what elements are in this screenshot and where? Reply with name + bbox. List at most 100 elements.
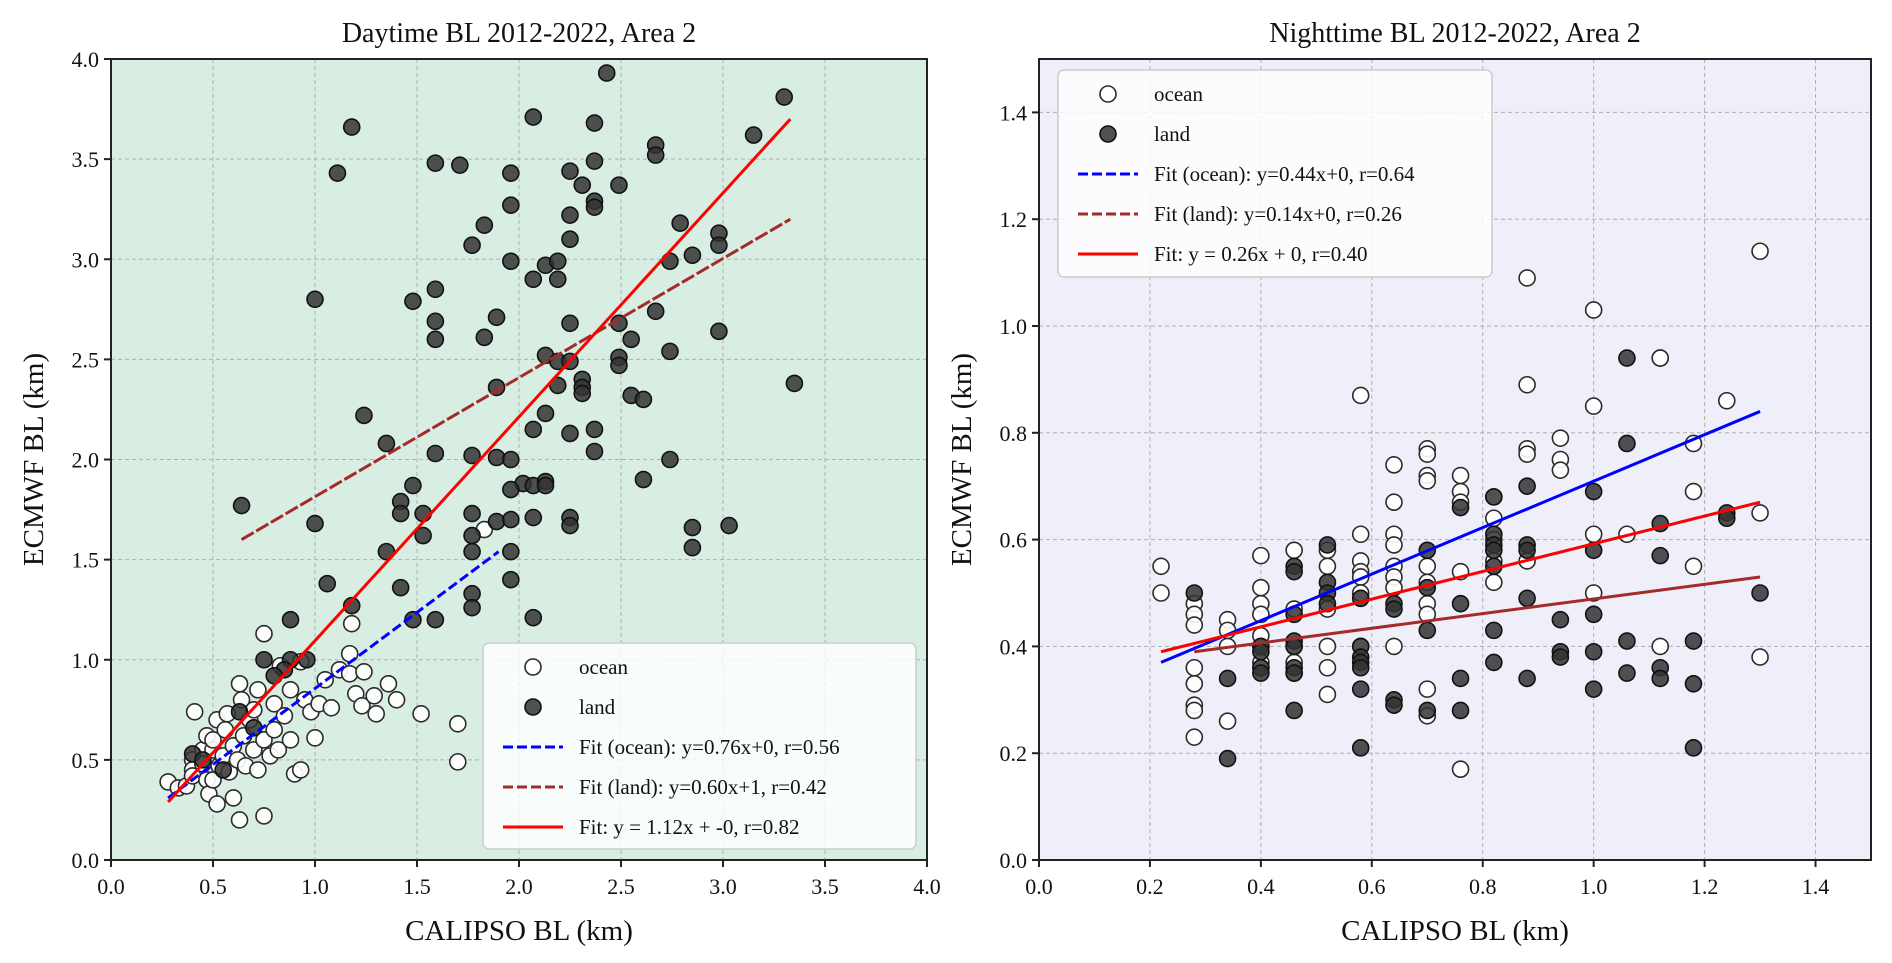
land-marker-icon xyxy=(524,698,542,716)
land-point xyxy=(610,176,628,194)
land-point xyxy=(391,504,410,523)
land-point xyxy=(1218,669,1237,688)
y-axis-label: ECMWF BL (km) xyxy=(946,353,978,566)
ocean-point xyxy=(265,721,284,739)
x-tick-label: 4.0 xyxy=(913,874,941,899)
land-point xyxy=(502,542,520,561)
land-point xyxy=(1185,584,1204,602)
land-point xyxy=(426,330,445,349)
y-tick-label: 1.4 xyxy=(1000,100,1028,125)
plot-area xyxy=(1152,242,1769,779)
land-point xyxy=(487,512,506,531)
land-point xyxy=(1385,696,1403,714)
land-point xyxy=(634,470,653,489)
land-point xyxy=(561,516,579,535)
land-point xyxy=(426,154,445,172)
land-point xyxy=(404,476,422,495)
ocean-point xyxy=(208,795,226,813)
ocean-point xyxy=(1451,760,1470,779)
land-point xyxy=(404,292,422,311)
ocean-point xyxy=(1152,557,1170,576)
land-point xyxy=(426,610,445,629)
land-point xyxy=(1385,600,1403,618)
ocean-point xyxy=(1551,429,1570,447)
land-point xyxy=(597,64,616,82)
land-point xyxy=(232,496,251,515)
land-point xyxy=(1485,653,1503,672)
y-tick-label: 1.5 xyxy=(72,548,100,573)
land-point xyxy=(1684,632,1703,650)
land-point xyxy=(1518,669,1536,688)
ocean-point xyxy=(291,761,310,779)
land-point xyxy=(1351,739,1370,757)
land-point xyxy=(1418,701,1437,720)
ocean-point xyxy=(448,753,467,771)
land-point xyxy=(1418,621,1437,640)
ocean-point xyxy=(1651,637,1670,656)
x-tick-label: 1.0 xyxy=(1580,874,1608,899)
ocean-point xyxy=(342,614,361,633)
ocean-point xyxy=(265,695,284,713)
ocean-point xyxy=(255,624,273,643)
land-point xyxy=(1551,648,1570,666)
ocean-point xyxy=(281,731,300,749)
ocean-point xyxy=(387,690,406,709)
ocean-point xyxy=(1318,685,1337,704)
plot-area xyxy=(159,64,804,829)
x-axis-label: CALIPSO BL (km) xyxy=(405,915,633,947)
ocean-point xyxy=(1518,445,1536,463)
ocean-point xyxy=(1518,269,1536,287)
land-point xyxy=(536,476,555,495)
land-point xyxy=(524,270,543,289)
land-point xyxy=(634,390,653,409)
land-marker-icon xyxy=(1099,125,1117,143)
land-point xyxy=(1451,701,1470,720)
land-point xyxy=(775,88,794,106)
land-point xyxy=(342,118,361,136)
land-point xyxy=(426,444,445,463)
ocean-point xyxy=(1318,557,1337,576)
land-point xyxy=(683,246,702,265)
land-point xyxy=(561,206,579,224)
ocean-point xyxy=(249,680,267,699)
land-point xyxy=(281,610,300,629)
ocean-point xyxy=(1751,648,1769,666)
land-point xyxy=(426,312,445,331)
land-point xyxy=(710,322,728,341)
x-axis-label: CALIPSO BL (km) xyxy=(1341,915,1569,947)
land-point xyxy=(463,504,481,523)
land-point xyxy=(661,342,679,361)
land-point xyxy=(1684,674,1703,693)
y-tick-label: 0.0 xyxy=(72,848,100,873)
land-point xyxy=(573,384,592,403)
land-point xyxy=(502,450,520,469)
land-point xyxy=(720,516,738,535)
ocean-point xyxy=(230,811,249,829)
y-tick-label: 0.8 xyxy=(1000,421,1028,446)
ocean-point xyxy=(1152,584,1170,602)
land-point xyxy=(1351,680,1370,698)
land-point xyxy=(355,406,373,425)
ocean-point xyxy=(1318,658,1337,677)
x-tick-label: 3.5 xyxy=(811,874,839,899)
fit-line xyxy=(167,550,500,800)
land-point xyxy=(475,216,494,235)
land-point xyxy=(1618,434,1636,453)
ocean-point xyxy=(1252,546,1270,565)
ocean-marker-icon xyxy=(524,658,542,676)
land-point xyxy=(1485,621,1503,640)
land-point xyxy=(1518,589,1536,608)
fit-line xyxy=(167,118,792,803)
land-point xyxy=(1451,669,1470,688)
land-point xyxy=(561,424,579,443)
ocean-point xyxy=(1418,472,1437,490)
land-point xyxy=(414,526,432,545)
legend-label: land xyxy=(579,695,616,719)
y-tick-label: 3.5 xyxy=(72,147,100,172)
land-point xyxy=(1285,701,1303,720)
land-point xyxy=(463,446,481,465)
ocean-point xyxy=(1185,658,1204,677)
y-tick-label: 1.2 xyxy=(1000,207,1028,232)
land-point xyxy=(671,214,689,233)
land-point xyxy=(585,442,604,461)
